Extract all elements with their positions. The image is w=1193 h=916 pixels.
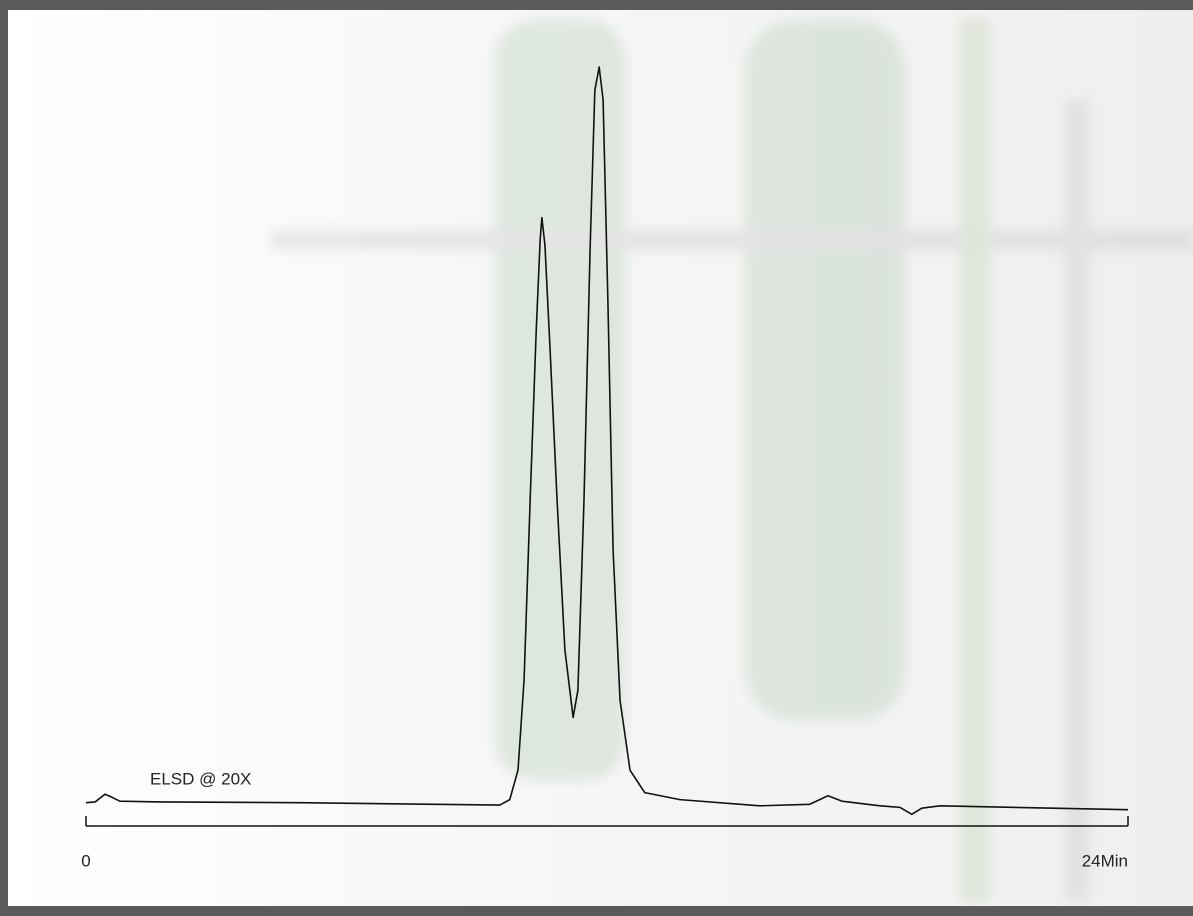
annotation: ELSD @ 20X [150,769,251,788]
x-tick-label: 0 [81,851,90,870]
x-tick-label: 24Min [1082,851,1128,870]
background-image [270,20,1193,900]
trace [85,66,1129,816]
